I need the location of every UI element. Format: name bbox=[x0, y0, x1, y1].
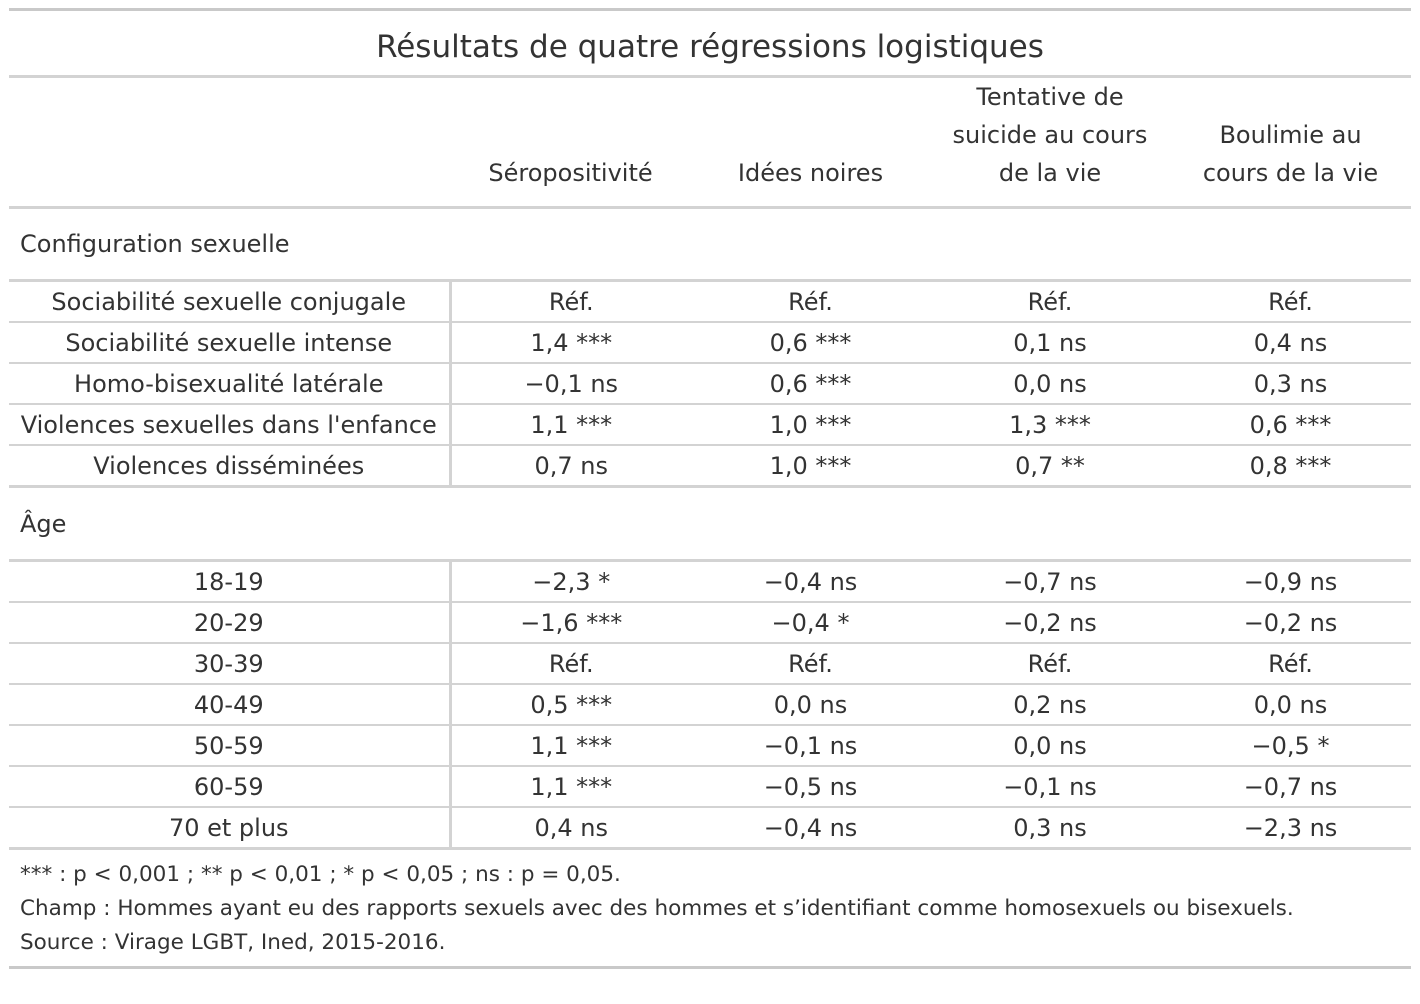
table-cell: −0,4 ns bbox=[691, 560, 930, 603]
table-cell: 0,0 ns bbox=[691, 684, 930, 726]
table-cell: −0,7 ns bbox=[930, 560, 1170, 603]
table-header: Séropositivité Idées noires Tentative de… bbox=[9, 78, 1411, 208]
table-row: 40-49 0,5 *** 0,0 ns 0,2 ns 0,0 ns bbox=[9, 684, 1411, 726]
table-cell: 0,2 ns bbox=[930, 684, 1170, 726]
table-cell: 0,8 *** bbox=[1170, 445, 1411, 488]
table-cell: 0,0 ns bbox=[930, 363, 1170, 405]
table-cell: 1,1 *** bbox=[450, 725, 691, 767]
row-label: 18-19 bbox=[9, 560, 452, 603]
group-row: Configuration sexuelle bbox=[9, 207, 1411, 282]
note-line: Champ : Hommes ayant eu des rapports sex… bbox=[20, 896, 1294, 921]
table-cell: Réf. bbox=[1170, 280, 1411, 323]
table-title: Résultats de quatre régressions logistiq… bbox=[376, 29, 1044, 65]
table-cell: −2,3 ns bbox=[1170, 807, 1411, 850]
row-label: Sociabilité sexuelle conjugale bbox=[9, 280, 452, 323]
table-cell: 0,7 ns bbox=[450, 445, 691, 488]
table-cell: −0,4 * bbox=[691, 602, 930, 644]
table-row: Violences sexuelles dans l'enfance 1,1 **… bbox=[9, 404, 1411, 446]
table-row: Violences disséminées 0,7 ns 1,0 *** 0,7 **… bbox=[9, 445, 1411, 488]
table-cell: 0,0 ns bbox=[1170, 684, 1411, 726]
group-label: Âge bbox=[9, 486, 1411, 562]
table-notes: *** : p < 0,001 ; ** p < 0,01 ; * p < 0,… bbox=[9, 850, 1411, 960]
table-row: 30-39 Réf. Réf. Réf. Réf. bbox=[9, 643, 1411, 685]
table-cell: 1,0 *** bbox=[691, 445, 930, 488]
row-label: Violences sexuelles dans l'enfance bbox=[9, 404, 452, 446]
table-cell: −2,3 * bbox=[450, 560, 691, 603]
table-row: Sociabilité sexuelle intense 1,4 *** 0,6 *… bbox=[9, 322, 1411, 364]
row-label: Violences disséminées bbox=[9, 445, 452, 488]
regression-table: Résultats de quatre régressions logistiq… bbox=[9, 8, 1411, 969]
row-label: 20-29 bbox=[9, 602, 452, 644]
table-row: 70 et plus 0,4 ns −0,4 ns 0,3 ns −2,3 ns bbox=[9, 807, 1411, 850]
row-label: 40-49 bbox=[9, 684, 452, 726]
row-label: 60-59 bbox=[9, 766, 452, 808]
table-cell: Réf. bbox=[450, 280, 691, 323]
bottom-rule bbox=[9, 966, 1411, 969]
table-cell: 0,3 ns bbox=[930, 807, 1170, 850]
table-cell: 1,1 *** bbox=[450, 766, 691, 808]
table-cell: −0,7 ns bbox=[1170, 766, 1411, 808]
table-row: 18-19 −2,3 * −0,4 ns −0,7 ns −0,9 ns bbox=[9, 560, 1411, 603]
table-cell: 1,3 *** bbox=[930, 404, 1170, 446]
row-label: Homo-bisexualité latérale bbox=[9, 363, 452, 405]
table-cell: −0,1 ns bbox=[691, 725, 930, 767]
table-cell: Réf. bbox=[691, 643, 930, 685]
row-label: Sociabilité sexuelle intense bbox=[9, 322, 452, 364]
table-cell: Réf. bbox=[691, 280, 930, 323]
table-cell: −0,9 ns bbox=[1170, 560, 1411, 603]
table-cell: 0,6 *** bbox=[1170, 404, 1411, 446]
table-row: Sociabilité sexuelle conjugale Réf. Réf. Ré… bbox=[9, 280, 1411, 323]
table-cell: Réf. bbox=[1170, 643, 1411, 685]
table-cell: Réf. bbox=[930, 280, 1170, 323]
table-cell: 0,6 *** bbox=[691, 322, 930, 364]
table-cell: 0,6 *** bbox=[691, 363, 930, 405]
table-cell: −1,6 *** bbox=[450, 602, 691, 644]
table-row: 60-59 1,1 *** −0,5 ns −0,1 ns −0,7 ns bbox=[9, 766, 1411, 808]
table-cell: 1,4 *** bbox=[450, 322, 691, 364]
table-cell: 0,3 ns bbox=[1170, 363, 1411, 405]
header-idees-noires: Idées noires bbox=[737, 159, 884, 187]
note-line: *** : p < 0,001 ; ** p < 0,01 ; * p < 0,… bbox=[20, 862, 621, 887]
table-cell: 0,4 ns bbox=[1170, 322, 1411, 364]
table-cell: Réf. bbox=[930, 643, 1170, 685]
table-cell: 0,0 ns bbox=[930, 725, 1170, 767]
table-row: Homo-bisexualité latérale −0,1 ns 0,6 *** 0… bbox=[9, 363, 1411, 405]
table-cell: 1,1 *** bbox=[450, 404, 691, 446]
table-cell: −0,2 ns bbox=[1170, 602, 1411, 644]
table-cell: −0,1 ns bbox=[930, 766, 1170, 808]
row-label: 70 et plus bbox=[9, 807, 452, 850]
table-cell: 0,4 ns bbox=[450, 807, 691, 850]
table-row: 20-29 −1,6 *** −0,4 * −0,2 ns −0,2 ns bbox=[9, 602, 1411, 644]
row-label: 30-39 bbox=[9, 643, 452, 685]
results-table: Séropositivité Idées noires Tentative de… bbox=[9, 78, 1411, 850]
header-row: Séropositivité Idées noires Tentative de… bbox=[9, 78, 1411, 208]
group-row: Âge bbox=[9, 486, 1411, 562]
group-label: Configuration sexuelle bbox=[9, 207, 1411, 282]
table-cell: −0,5 * bbox=[1170, 725, 1411, 767]
table-row: 50-59 1,1 *** −0,1 ns 0,0 ns −0,5 * bbox=[9, 725, 1411, 767]
table-cell: 0,5 *** bbox=[450, 684, 691, 726]
table-body: Configuration sexuelle Sociabilité sexuel… bbox=[9, 207, 1411, 850]
header-boulimie: Boulimie au cours de la vie bbox=[1202, 121, 1379, 187]
header-seropositivite: Séropositivité bbox=[488, 159, 653, 187]
note-line: Source : Virage LGBT, Ined, 2015-2016. bbox=[20, 930, 446, 955]
row-label: 50-59 bbox=[9, 725, 452, 767]
table-cell: Réf. bbox=[450, 643, 691, 685]
table-cell: −0,5 ns bbox=[691, 766, 930, 808]
table-cell: 1,0 *** bbox=[691, 404, 930, 446]
title-rule bbox=[9, 75, 1411, 78]
header-tentative-suicide: Tentative de suicide au cours de la vie bbox=[952, 83, 1148, 187]
table-cell: 0,7 ** bbox=[930, 445, 1170, 488]
table-cell: 0,1 ns bbox=[930, 322, 1170, 364]
table-cell: −0,2 ns bbox=[930, 602, 1170, 644]
table-cell: −0,1 ns bbox=[450, 363, 691, 405]
header-stub bbox=[9, 78, 450, 208]
table-cell: −0,4 ns bbox=[691, 807, 930, 850]
top-rule bbox=[9, 8, 1411, 11]
